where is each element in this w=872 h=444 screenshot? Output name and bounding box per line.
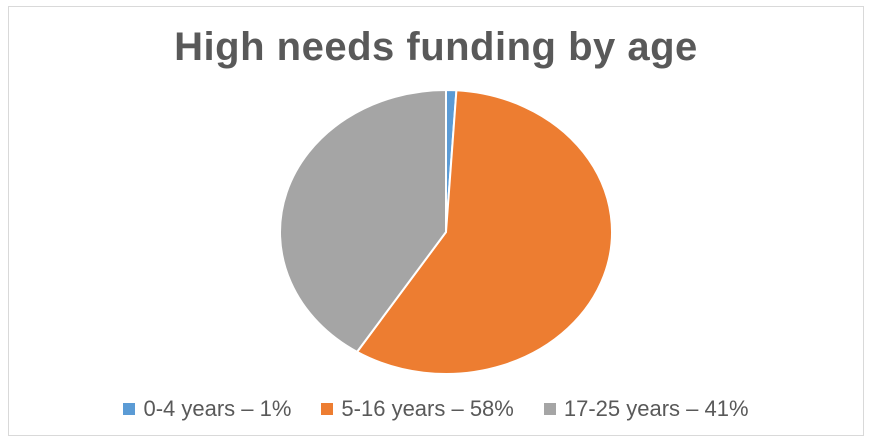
- legend-label-0-4: 0-4 years – 1%: [143, 396, 292, 421]
- legend-swatch-5-16: [321, 403, 334, 415]
- legend-swatch-0-4: [123, 403, 136, 415]
- legend-item-0-4: 0-4 years – 1%: [123, 396, 291, 422]
- chart-title: High needs funding by age: [174, 25, 698, 69]
- legend-label-5-16: 5-16 years – 58%: [341, 396, 514, 421]
- legend-swatch-17-25: [543, 403, 556, 415]
- legend-label-17-25: 17-25 years – 41%: [563, 396, 749, 421]
- legend-item-5-16: 5-16 years – 58%: [321, 396, 514, 422]
- legend-item-17-25: 17-25 years – 41%: [543, 396, 749, 422]
- pie-slice-17-25: [279, 88, 447, 354]
- pie-slice-5-16: [355, 89, 613, 375]
- chart-legend: 0-4 years – 1% 5-16 years – 58% 17-25 ye…: [0, 396, 872, 422]
